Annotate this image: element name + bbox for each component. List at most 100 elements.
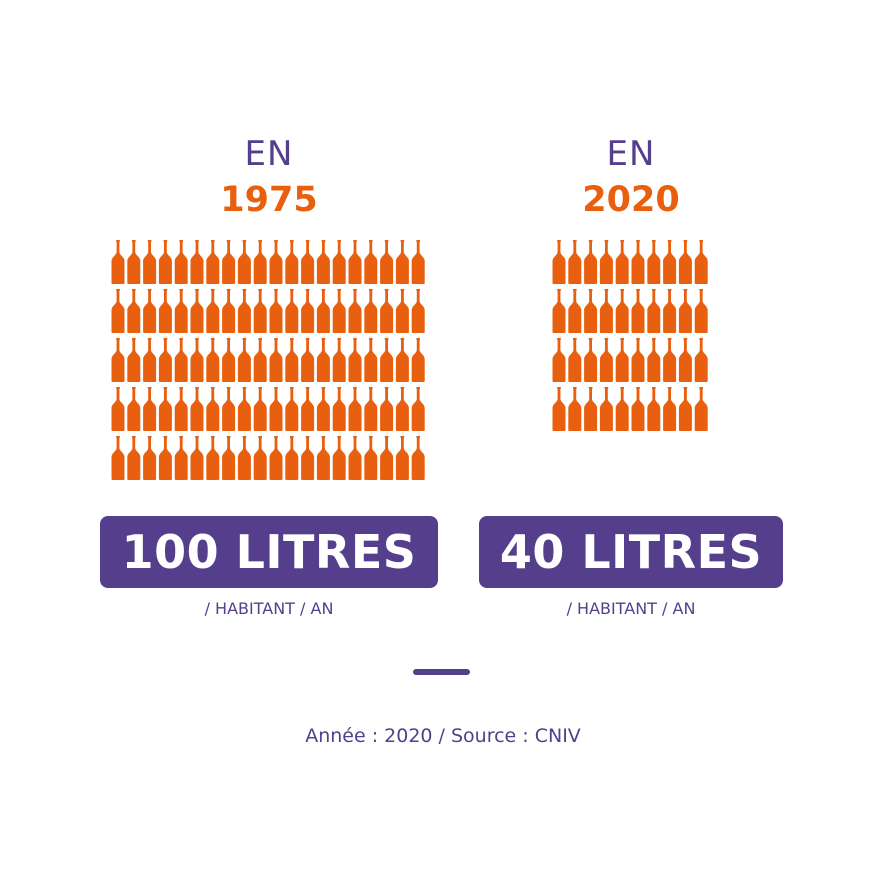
- wine-bottle-icon: [158, 289, 172, 333]
- wine-bottle-icon: [332, 240, 346, 284]
- wine-bottle-icon: [269, 436, 283, 480]
- wine-bottle-icon: [190, 240, 204, 284]
- wine-bottle-icon: [301, 436, 315, 480]
- wine-bottle-icon: [364, 338, 378, 382]
- wine-bottle-icon: [222, 387, 236, 431]
- wine-bottle-icon: [647, 338, 661, 382]
- wine-bottle-icon: [158, 338, 172, 382]
- wine-bottle-icon: [127, 338, 141, 382]
- wine-bottle-icon: [190, 436, 204, 480]
- wine-bottle-icon: [269, 387, 283, 431]
- wine-bottle-icon: [143, 387, 157, 431]
- wine-bottle-icon: [332, 338, 346, 382]
- wine-bottle-icon: [174, 387, 188, 431]
- wine-bottle-icon: [411, 436, 425, 480]
- unit-label: / HABITANT / AN: [204, 599, 334, 618]
- wine-bottle-icon: [568, 387, 582, 431]
- wine-bottle-icon: [222, 436, 236, 480]
- bottle-grid: [552, 240, 708, 431]
- wine-bottle-icon: [568, 289, 582, 333]
- wine-bottle-icon: [615, 387, 629, 431]
- wine-bottle-icon: [380, 240, 394, 284]
- wine-bottle-icon: [127, 387, 141, 431]
- wine-bottle-icon: [663, 338, 677, 382]
- wine-bottle-icon: [237, 436, 251, 480]
- bottle-grid: [111, 240, 425, 480]
- wine-bottle-icon: [411, 240, 425, 284]
- wine-bottle-icon: [206, 436, 220, 480]
- wine-bottle-icon: [158, 436, 172, 480]
- wine-bottle-icon: [364, 240, 378, 284]
- wine-bottle-icon: [316, 436, 330, 480]
- wine-bottle-icon: [631, 338, 645, 382]
- wine-bottle-icon: [332, 436, 346, 480]
- year-label: 2020: [582, 180, 680, 220]
- wine-bottle-icon: [395, 338, 409, 382]
- wine-bottle-icon: [380, 289, 394, 333]
- wine-bottle-icon: [552, 289, 566, 333]
- wine-bottle-icon: [395, 289, 409, 333]
- wine-bottle-icon: [615, 289, 629, 333]
- year-label: 1975: [220, 180, 318, 220]
- bottle-pictogram: [111, 240, 425, 480]
- wine-bottle-icon: [411, 338, 425, 382]
- wine-bottle-icon: [599, 387, 613, 431]
- wine-bottle-icon: [301, 387, 315, 431]
- unit-label: / HABITANT / AN: [566, 599, 696, 618]
- wine-bottle-icon: [348, 387, 362, 431]
- en-label: EN: [606, 134, 656, 174]
- wine-bottle-icon: [348, 289, 362, 333]
- wine-bottle-icon: [348, 436, 362, 480]
- wine-bottle-icon: [285, 338, 299, 382]
- value-badge: 100 LITRES: [100, 516, 438, 588]
- wine-bottle-icon: [206, 338, 220, 382]
- wine-bottle-icon: [174, 289, 188, 333]
- wine-bottle-icon: [615, 240, 629, 284]
- wine-bottle-icon: [143, 289, 157, 333]
- wine-bottle-icon: [411, 289, 425, 333]
- wine-bottle-icon: [316, 240, 330, 284]
- wine-bottle-icon: [237, 338, 251, 382]
- wine-bottle-icon: [395, 436, 409, 480]
- wine-bottle-icon: [395, 387, 409, 431]
- en-label: EN: [244, 134, 294, 174]
- wine-bottle-icon: [678, 338, 692, 382]
- wine-bottle-icon: [631, 289, 645, 333]
- wine-bottle-icon: [663, 289, 677, 333]
- wine-bottle-icon: [380, 387, 394, 431]
- wine-bottle-icon: [647, 289, 661, 333]
- wine-bottle-icon: [206, 289, 220, 333]
- wine-bottle-icon: [127, 289, 141, 333]
- wine-bottle-icon: [411, 387, 425, 431]
- wine-bottle-icon: [631, 240, 645, 284]
- wine-bottle-icon: [285, 240, 299, 284]
- wine-bottle-icon: [285, 289, 299, 333]
- wine-bottle-icon: [111, 387, 125, 431]
- wine-bottle-icon: [348, 338, 362, 382]
- wine-bottle-icon: [111, 289, 125, 333]
- wine-bottle-icon: [253, 289, 267, 333]
- wine-bottle-icon: [552, 240, 566, 284]
- wine-bottle-icon: [158, 240, 172, 284]
- wine-bottle-icon: [552, 338, 566, 382]
- wine-bottle-icon: [584, 387, 598, 431]
- wine-bottle-icon: [364, 387, 378, 431]
- wine-bottle-icon: [190, 289, 204, 333]
- wine-bottle-icon: [316, 387, 330, 431]
- wine-bottle-icon: [694, 289, 708, 333]
- wine-bottle-icon: [111, 436, 125, 480]
- bottle-pictogram: [552, 240, 708, 431]
- wine-bottle-icon: [285, 387, 299, 431]
- wine-bottle-icon: [143, 436, 157, 480]
- source-note: Année : 2020 / Source : CNIV: [305, 725, 581, 747]
- wine-bottle-icon: [332, 289, 346, 333]
- wine-bottle-icon: [380, 338, 394, 382]
- wine-bottle-icon: [190, 338, 204, 382]
- wine-bottle-icon: [237, 387, 251, 431]
- wine-bottle-icon: [301, 240, 315, 284]
- wine-bottle-icon: [584, 240, 598, 284]
- wine-bottle-icon: [694, 387, 708, 431]
- wine-bottle-icon: [269, 338, 283, 382]
- wine-bottle-icon: [395, 240, 409, 284]
- wine-bottle-icon: [253, 240, 267, 284]
